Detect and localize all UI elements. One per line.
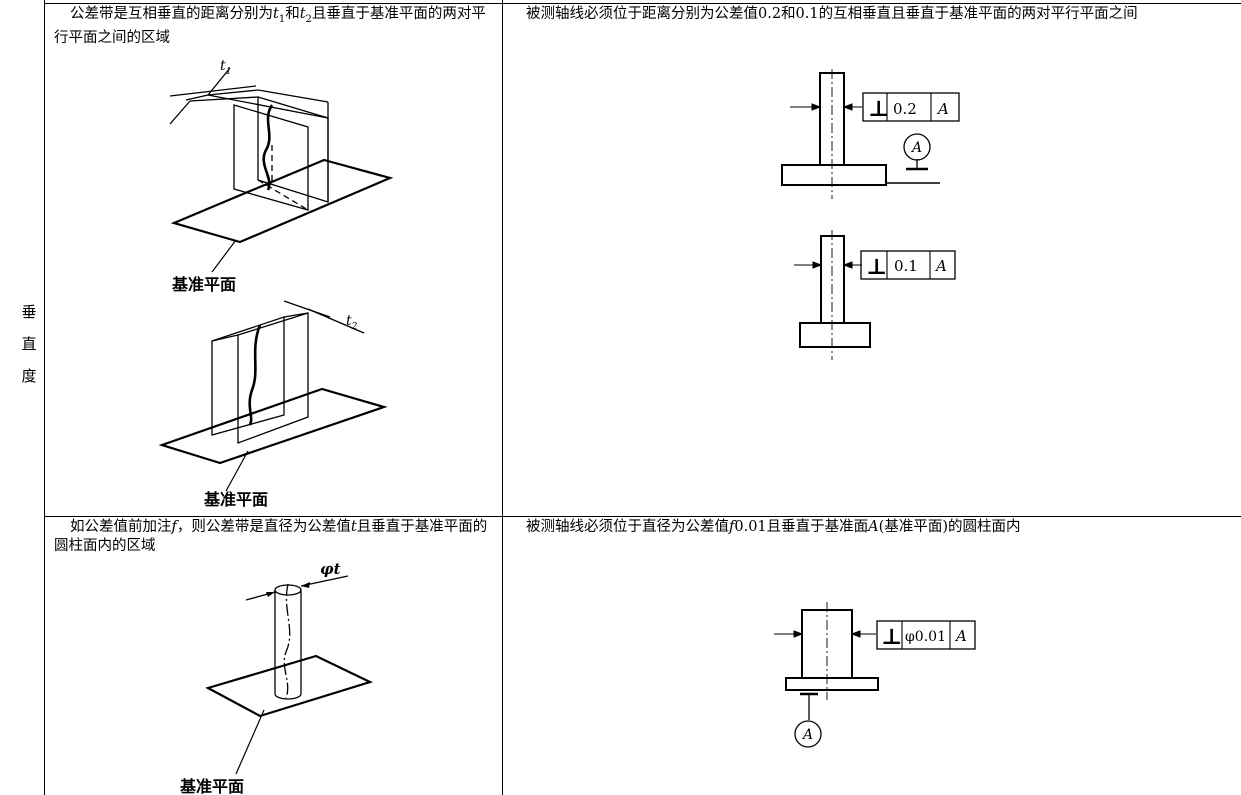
row1-spec-description: 被测轴线必须位于距离分别为公差值0.2和0.1的互相垂直且垂直于基准平面的两对平…: [526, 6, 1138, 22]
measured-axis-line: [248, 324, 262, 426]
row2-spec-description: 被测轴线必须位于直径为公差值f0.01且垂直于基准面A(基准平面)的圆柱面内: [526, 519, 1021, 535]
tolerance-value: φ0.01: [905, 629, 946, 645]
feature-control-frame-bottom: ⊥ 0.1 A: [860, 250, 956, 280]
tolerance-plane: [233, 104, 309, 211]
table-row-divider: [44, 516, 1241, 517]
datum-marker-letter: A: [801, 727, 813, 743]
datum-plane-label: 基准平面: [203, 490, 268, 509]
feature-control-frame-top: ⊥ 0.2 A: [862, 92, 960, 122]
perpendicularity-symbol-icon: ⊥: [866, 254, 887, 280]
zone-figure-cylinder: φt 基准平面: [179, 560, 374, 795]
perpendicularity-symbol-icon: ⊥: [881, 624, 902, 650]
category-char: 直: [21, 335, 37, 353]
category-label: 垂 直 度: [16, 296, 42, 392]
spec-drawing-top: A: [781, 69, 940, 199]
category-char: 垂: [21, 303, 37, 321]
datum-reference: A: [936, 100, 949, 118]
zone-figure-two-plane-pairs-top: t1 基准平面: [169, 58, 394, 294]
tolerance-plane: [237, 312, 309, 444]
datum-plane: [170, 158, 394, 244]
category-char: 度: [21, 367, 37, 385]
table-divider-middle: [502, 0, 503, 795]
table-border-left: [44, 0, 45, 795]
spec-drawing-cylinder: A: [774, 602, 879, 748]
row2-zone-description: 如公差值前加注f，则公差带是直径为公差值t且垂直于基准平面的圆柱面内的区域: [54, 519, 488, 554]
table-border-top: [44, 3, 1241, 4]
tolerance-value: 0.2: [893, 100, 917, 118]
row1-zone-description: 公差带是互相垂直的距离分别为t1和t2且垂直于基准平面的两对平行平面之间的区域: [54, 6, 486, 46]
dim-label-t2: t2: [346, 313, 358, 332]
perpendicularity-symbol-icon: ⊥: [868, 96, 889, 122]
datum-plane-label: 基准平面: [179, 777, 244, 795]
dim-label-t1: t1: [220, 58, 231, 77]
spec-drawing-bottom: [794, 230, 871, 360]
datum-plane-label: 基准平面: [171, 275, 236, 294]
zone-figure-two-plane-pairs-bottom: t2 基准平面: [158, 300, 388, 509]
datum-plane: [158, 387, 388, 465]
datum-marker-letter: A: [910, 140, 922, 156]
datum-reference: A: [934, 257, 947, 275]
datum-marker-circle: [794, 720, 822, 748]
measured-axis-line: [283, 583, 291, 699]
feature-control-frame-cylinder: ⊥ φ0.01 A: [876, 620, 976, 650]
datum-marker-circle: [903, 133, 931, 161]
tolerance-value: 0.1: [894, 257, 918, 275]
dim-label-phi-t: φt: [320, 560, 341, 578]
measured-axis-line: [262, 104, 274, 191]
datum-reference: A: [954, 627, 967, 645]
datum-plane: [205, 654, 374, 718]
tolerance-plane: [211, 316, 285, 436]
